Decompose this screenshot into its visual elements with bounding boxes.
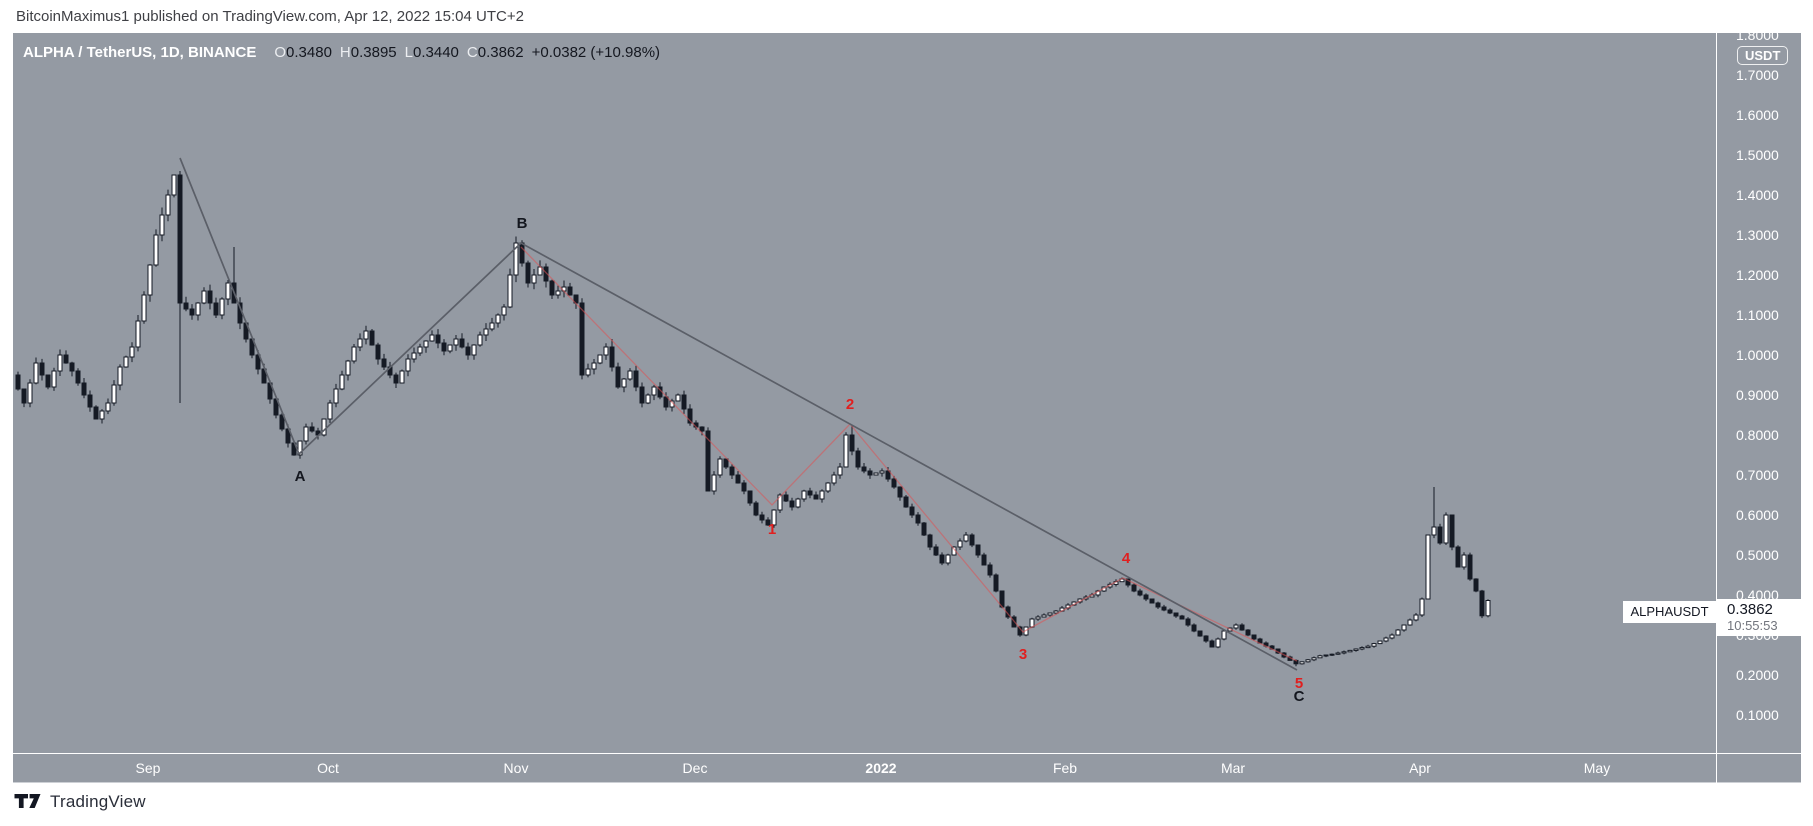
price-tick: 1.4000 [1736,187,1779,203]
ohlc-number: 0.3440 [413,44,459,61]
abc-label-A[interactable]: A [295,468,306,485]
abc-label-C[interactable]: C [1294,688,1305,705]
symbol-price-flag: ALPHAUSDT [1623,601,1716,623]
price-tick: 1.3000 [1736,227,1779,243]
price-tick: 0.1000 [1736,707,1779,723]
month-label: Mar [1220,760,1246,776]
price-tick: 0.6000 [1736,507,1779,523]
time-axis[interactable]: Sep Oct Nov Dec 2022 Feb Mar Apr May [13,754,1801,783]
axis-separator-line [1716,33,1717,783]
tradingview-logo-icon[interactable] [14,793,41,811]
symbol-title: ALPHA / TetherUS, 1D, BINANCE [23,44,257,61]
ohlc-number: 0.3480 [286,44,332,61]
ohlc-letter: O [274,44,287,61]
month-label: Oct [317,760,339,776]
currency-badge: USDT [1737,46,1789,65]
candlestick-series [15,171,1491,667]
price-tick: 1.1000 [1736,307,1779,323]
price-tick: 1.7000 [1736,67,1779,83]
ohlc-values: O0.3480 H0.3895 L0.3440 C0.3862 [266,44,523,61]
ohlc-letter: L [404,44,413,61]
month-label: 2022 [865,760,897,776]
price-tick: 0.5000 [1736,547,1779,563]
last-price-box: 0.3862 10:55:53 [1717,599,1801,636]
month-label: Nov [503,760,529,776]
abc-trendline[interactable] [179,157,1298,671]
elliott-wave-path-line[interactable] [520,246,1298,662]
ohlc-letter: H [339,44,351,61]
month-label: Dec [682,760,708,776]
price-tick: 1.6000 [1736,107,1779,123]
wave-label-4[interactable]: 4 [1122,550,1131,567]
month-label: May [1583,760,1611,776]
footer: TradingView [14,792,146,812]
wave-label-3[interactable]: 3 [1019,646,1027,663]
wave-label-2[interactable]: 2 [846,396,854,413]
wave-label-1[interactable]: 1 [768,521,776,538]
candlestick-chart: A B C 1 2 3 4 5 [15,157,1491,705]
price-tick: 1.8000 [1736,33,1779,43]
ohlc-letter: C [466,44,478,61]
price-tick: 0.7000 [1736,467,1779,483]
month-label: Feb [1052,760,1078,776]
abc-label-B[interactable]: B [517,215,528,232]
bar-countdown: 10:55:53 [1727,618,1778,633]
price-tick: 0.2000 [1736,667,1779,683]
month-label: Apr [1409,760,1431,776]
price-tick: 1.5000 [1736,147,1779,163]
price-tick: 0.9000 [1736,387,1779,403]
price-axis[interactable]: USDT 1.8000 1.7000 1.6000 1.5000 1.4000 1.300… [1717,33,1801,753]
price-tick: 1.2000 [1736,267,1779,283]
price-tick: 0.8000 [1736,427,1779,443]
change-value: +0.0382 (+10.98%) [531,44,661,61]
ohlc-number: 0.3862 [477,44,524,61]
chart-legend: ALPHA / TetherUS, 1D, BINANCE O0.3480 H0.3… [23,44,660,61]
tradingview-brand-text[interactable]: TradingView [50,792,146,811]
month-label: Sep [135,760,161,776]
ohlc-number: 0.3895 [350,44,397,61]
wave-label-5[interactable]: 5 [1295,675,1303,692]
publish-attribution: BitcoinMaximus1 published on TradingView… [16,8,524,25]
last-price-value: 0.3862 [1727,601,1773,618]
price-tick: 1.0000 [1736,347,1779,363]
